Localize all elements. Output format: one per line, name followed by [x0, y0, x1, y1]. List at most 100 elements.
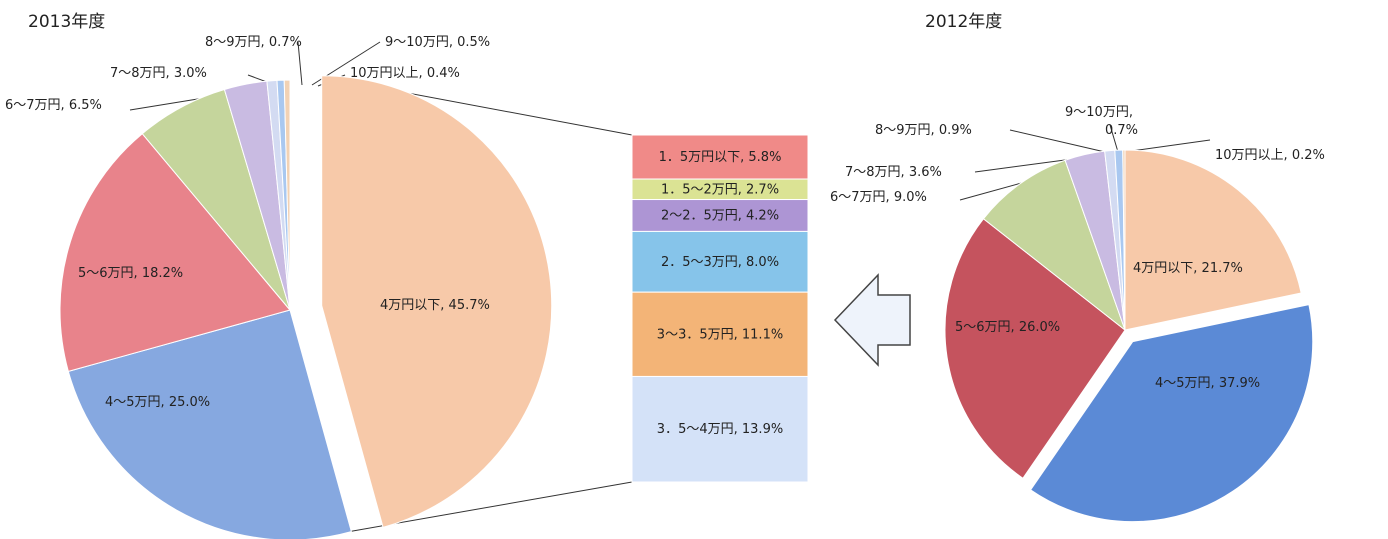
category-label: 8〜9万円	[205, 35, 261, 50]
value-label: 26.0%	[1019, 320, 1060, 335]
data-label: 9〜10万円, 0.5%	[385, 35, 490, 50]
arrow	[833, 273, 911, 367]
separator: ,	[738, 254, 746, 269]
data-label: 4〜5万円, 37.9%	[1155, 376, 1260, 391]
separator: ,	[440, 298, 448, 313]
value-label: 11.1%	[742, 327, 783, 342]
value-label: 3.0%	[174, 66, 207, 81]
separator: ,	[161, 395, 169, 410]
data-label: 2〜2．5万円, 4.2%	[661, 208, 779, 223]
value-label: 5.8%	[748, 150, 781, 165]
value-label: 13.9%	[742, 422, 783, 437]
category-label: 1．5〜2万円	[661, 182, 738, 197]
separator: ,	[166, 66, 174, 81]
category-label: 5〜6万円	[955, 320, 1011, 335]
value-label: 45.7%	[449, 298, 490, 313]
pie-slice	[1122, 149, 1126, 331]
value-label: 37.9%	[1219, 376, 1260, 391]
value-label: 0.2%	[1292, 148, 1325, 163]
data-label: 4〜5万円, 25.0%	[105, 395, 210, 410]
separator: ,	[901, 165, 909, 180]
category-label: 10万円以上	[1215, 148, 1284, 163]
category-label: 5〜6万円	[78, 266, 134, 281]
chart-title: 2012年度	[925, 12, 1002, 32]
pie-slice	[1029, 304, 1314, 523]
data-label: 8〜9万円, 0.9%	[875, 123, 972, 138]
data-label: 6〜7万円, 6.5%	[5, 98, 102, 113]
pie-slice	[59, 133, 291, 373]
value-label: 21.7%	[1202, 261, 1243, 276]
value-label: 0.5%	[457, 35, 490, 50]
value-label: 4.2%	[746, 208, 779, 223]
separator: ,	[1211, 376, 1219, 391]
pie-slice	[283, 79, 291, 311]
category-label: 10万円以上	[350, 66, 419, 81]
pie-slice	[1124, 149, 1302, 331]
category-label: 3〜3．5万円	[657, 327, 734, 342]
category-label: 7〜8万円	[110, 66, 166, 81]
data-label: 1．5〜2万円, 2.7%	[661, 182, 779, 197]
category-label: 9〜10万円	[1065, 105, 1129, 120]
value-label: 8.0%	[746, 254, 779, 269]
separator: ,	[1011, 320, 1019, 335]
value-label: 0.7%	[1105, 123, 1138, 138]
value-label: 0.4%	[427, 66, 460, 81]
separator: ,	[1284, 148, 1292, 163]
category-label: 2．5〜3万円	[661, 254, 738, 269]
data-label: 10万円以上, 0.4%	[350, 66, 460, 81]
value-label: 3.6%	[909, 165, 942, 180]
separator: ,	[61, 98, 69, 113]
pie-slice	[944, 218, 1126, 479]
data-label: 9〜10万円, 0.7%	[1065, 105, 1138, 138]
value-label: 2.7%	[746, 182, 779, 197]
data-label: 6〜7万円, 9.0%	[830, 190, 927, 205]
connectors	[129, 41, 1211, 536]
category-label: 8〜9万円	[875, 123, 931, 138]
category-label: 3．5〜4万円	[657, 422, 734, 437]
data-label: 5〜6万円, 26.0%	[955, 320, 1060, 335]
value-label: 0.9%	[939, 123, 972, 138]
separator: ,	[419, 66, 427, 81]
pie-slice	[67, 309, 353, 539]
value-label: 0.7%	[269, 35, 302, 50]
data-label: 7〜8万円, 3.0%	[110, 66, 207, 81]
bar-segment	[631, 134, 809, 180]
data-label: 2．5〜3万円, 8.0%	[661, 254, 779, 269]
separator: ,	[931, 123, 939, 138]
bar-segment	[631, 375, 809, 483]
pie-slice	[321, 75, 553, 528]
separator: ,	[449, 35, 457, 50]
data-label: 7〜8万円, 3.6%	[845, 165, 942, 180]
category-label: 6〜7万円	[5, 98, 61, 113]
category-label: 4万円以下	[1133, 261, 1193, 276]
separator: ,	[738, 208, 746, 223]
category-label: 2〜2．5万円	[661, 208, 738, 223]
value-label: 25.0%	[169, 395, 210, 410]
data-label: 5〜6万円, 18.2%	[78, 266, 183, 281]
pie-slice	[982, 159, 1127, 332]
category-label: 1．5万円以下	[659, 150, 741, 165]
category-label: 4〜5万円	[1155, 376, 1211, 391]
category-label: 6〜7万円	[830, 190, 886, 205]
value-label: 6.5%	[69, 98, 102, 113]
data-label: 3．5〜4万円, 13.9%	[657, 422, 783, 437]
value-label: 9.0%	[894, 190, 927, 205]
chart-title: 2013年度	[28, 12, 105, 32]
separator: ,	[734, 422, 742, 437]
separator: ,	[740, 150, 748, 165]
category-label: 4万円以下	[380, 298, 440, 313]
bar-segment	[631, 291, 809, 377]
separator: ,	[1129, 105, 1137, 120]
bar-segment	[631, 230, 809, 293]
data-label: 1．5万円以下, 5.8%	[659, 150, 782, 165]
data-label: 4万円以下, 21.7%	[1133, 261, 1243, 276]
separator: ,	[134, 266, 142, 281]
separator: ,	[1193, 261, 1201, 276]
data-label: 10万円以上, 0.2%	[1215, 148, 1325, 163]
data-label: 8〜9万円, 0.7%	[205, 35, 302, 50]
data-label: 3〜3．5万円, 11.1%	[657, 327, 783, 342]
value-label: 18.2%	[142, 266, 183, 281]
separator: ,	[738, 182, 746, 197]
category-label: 4〜5万円	[105, 395, 161, 410]
